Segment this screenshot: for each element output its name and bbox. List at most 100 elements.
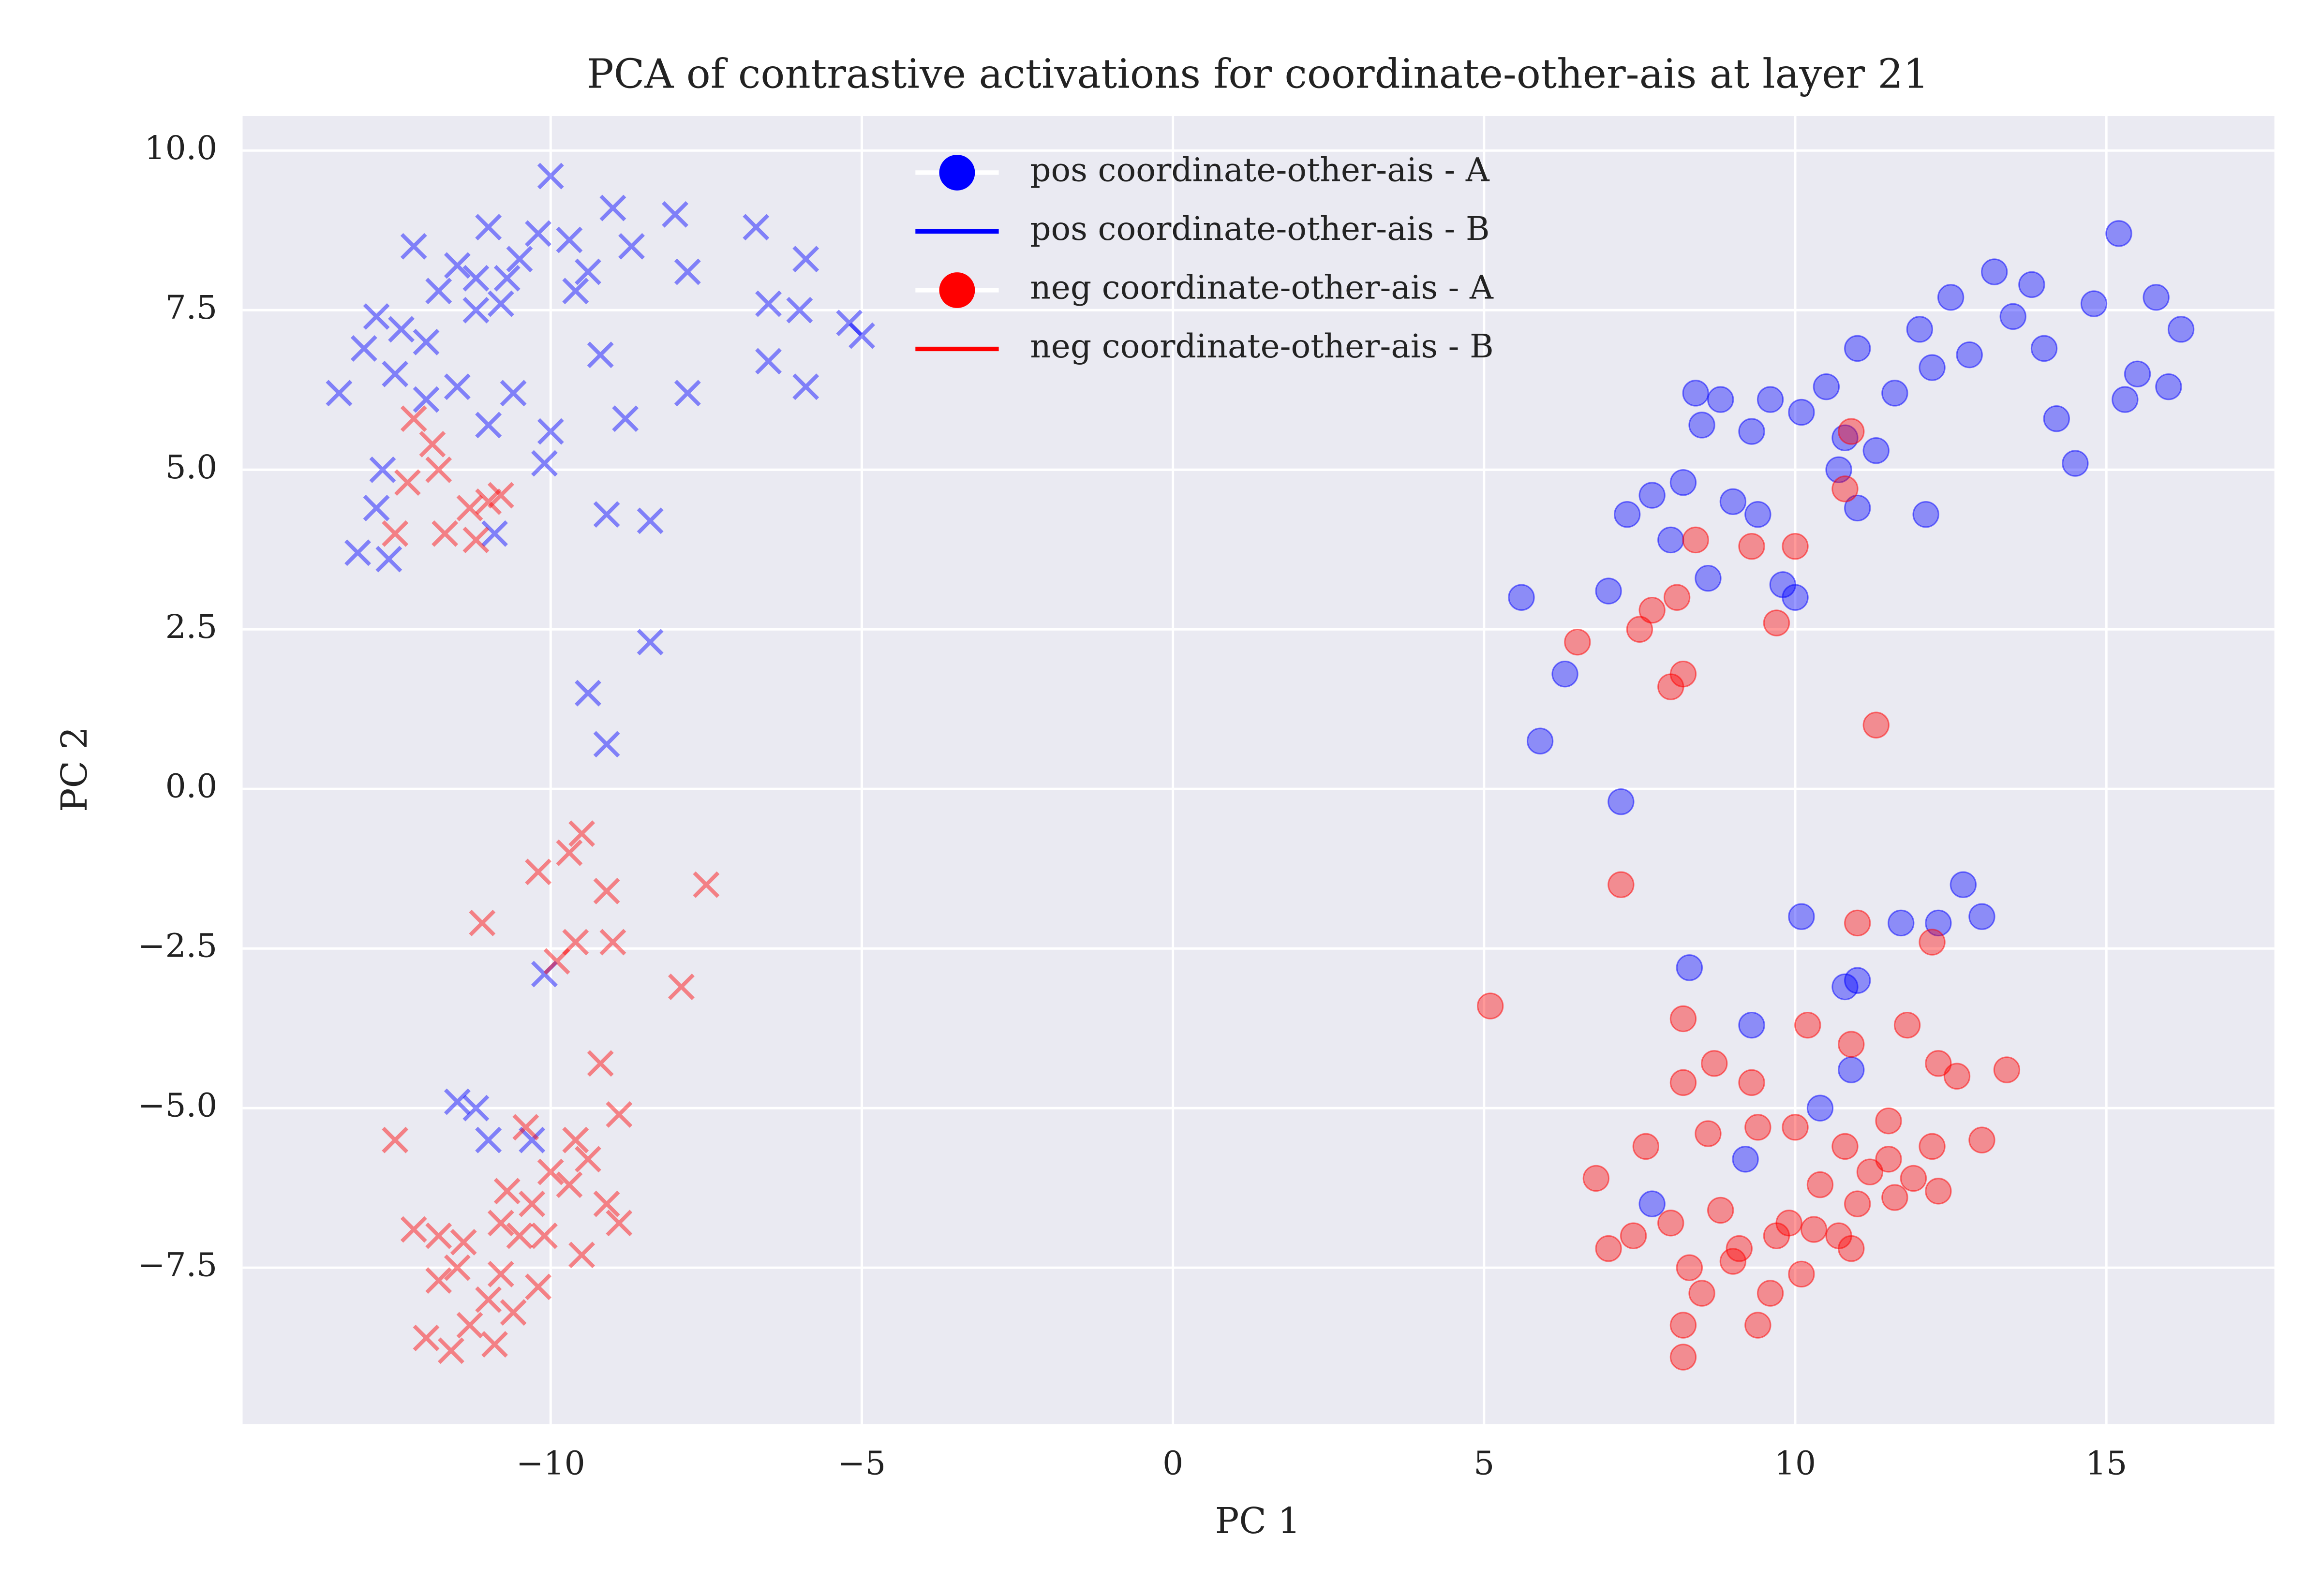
scatter-point [1682, 380, 1709, 407]
scatter-point [1719, 488, 1747, 515]
scatter-point [1782, 532, 1809, 560]
scatter-point [326, 380, 353, 407]
legend-marker [939, 155, 975, 191]
scatter-point [1925, 1050, 1952, 1077]
scatter-point [1608, 871, 1635, 898]
scatter-point [506, 1222, 533, 1249]
scatter-point [1782, 584, 1809, 611]
scatter-point [2155, 373, 2182, 400]
scatter-point [1800, 1216, 1828, 1243]
x-tick-label: 10 [1774, 1444, 1816, 1482]
scatter-point [400, 405, 427, 432]
scatter-point [674, 258, 701, 285]
legend-marker [939, 272, 975, 308]
scatter-point [1831, 973, 1859, 1001]
scatter-point [755, 290, 782, 317]
scatter-point [1950, 871, 1977, 898]
scatter-point [1676, 1254, 1703, 1281]
y-tick-label: 2.5 [165, 607, 218, 646]
scatter-point [512, 1114, 539, 1141]
scatter-point [1919, 929, 1946, 956]
y-tick-label: 0.0 [165, 767, 218, 805]
scatter-point [1943, 1063, 1971, 1090]
scatter-point [1744, 1114, 1771, 1141]
scatter-point [419, 431, 446, 458]
scatter-point [394, 469, 421, 496]
scatter-point [587, 341, 614, 369]
scatter-point [2167, 316, 2195, 343]
scatter-point [1980, 258, 2008, 285]
x-tick-label: −10 [516, 1444, 585, 1482]
scatter-point [674, 380, 701, 407]
scatter-point [1756, 1280, 1784, 1307]
scatter-point [2018, 271, 2045, 298]
scatter-point [1756, 386, 1784, 413]
scatter-point [444, 252, 471, 279]
y-tick-label: 7.5 [165, 288, 218, 326]
y-axis-label: PC 2 [54, 726, 95, 812]
scatter-point [786, 296, 813, 324]
scatter-point [593, 731, 620, 758]
scatter-point [1632, 1133, 1659, 1160]
scatter-point [1726, 1235, 1753, 1262]
scatter-point [1912, 501, 1939, 528]
scatter-point [606, 1210, 633, 1237]
scatter-point [487, 290, 514, 317]
scatter-point [599, 194, 626, 222]
scatter-point [1763, 609, 1790, 636]
scatter-point [2124, 360, 2151, 387]
scatter-point [1844, 1190, 1871, 1217]
scatter-point [363, 303, 390, 330]
scatter-point [531, 1222, 558, 1249]
scatter-point [543, 948, 570, 975]
scatter-point [493, 265, 521, 292]
scatter-point [1862, 711, 1890, 739]
scatter-point [2143, 284, 2170, 311]
scatter-point [475, 488, 502, 515]
scatter-point [1919, 354, 1946, 381]
scatter-point [469, 909, 496, 936]
scatter-point [475, 214, 502, 241]
scatter-point [462, 296, 490, 324]
scatter-point [1551, 660, 1578, 688]
y-tick-label: −5.0 [138, 1086, 217, 1124]
scatter-point [1844, 967, 1871, 994]
scatter-point [1968, 903, 1995, 930]
scatter-point [481, 1331, 508, 1358]
x-axis-label: PC 1 [1215, 1500, 1301, 1542]
scatter-point [1794, 1011, 1821, 1039]
scatter-point [344, 539, 371, 566]
scatter-point [382, 1126, 409, 1153]
scatter-point [1844, 494, 1871, 522]
scatter-point [462, 527, 490, 553]
scatter-point [2105, 220, 2132, 247]
scatter-point [1906, 316, 1933, 343]
x-tick-label: 0 [1162, 1444, 1183, 1482]
scatter-point [1738, 532, 1765, 560]
scatter-point [593, 501, 620, 528]
scatter-point [1744, 501, 1771, 528]
scatter-point [1608, 788, 1635, 815]
scatter-point [375, 546, 402, 573]
scatter-point [1831, 1133, 1859, 1160]
scatter-point [537, 418, 564, 445]
scatter-point [556, 226, 583, 253]
scatter-point [1900, 1165, 1927, 1192]
scatter-point [1695, 564, 1722, 592]
scatter-point [618, 233, 645, 260]
scatter-point [1968, 1126, 1995, 1153]
scatter-point [1738, 1069, 1765, 1096]
scatter-point [475, 412, 502, 439]
x-tick-label: 15 [2085, 1444, 2127, 1482]
scatter-point [382, 520, 409, 547]
scatter-point [506, 246, 533, 273]
scatter-point [525, 858, 552, 886]
scatter-point [1788, 1260, 1815, 1288]
scatter-point [2080, 290, 2108, 317]
scatter-point [1893, 1011, 1921, 1039]
legend-label: pos coordinate-other-ais - B [1030, 209, 1489, 248]
scatter-point [487, 482, 514, 509]
scatter-point [792, 246, 819, 273]
scatter-point [1888, 909, 1915, 937]
scatter-point [456, 1312, 483, 1339]
